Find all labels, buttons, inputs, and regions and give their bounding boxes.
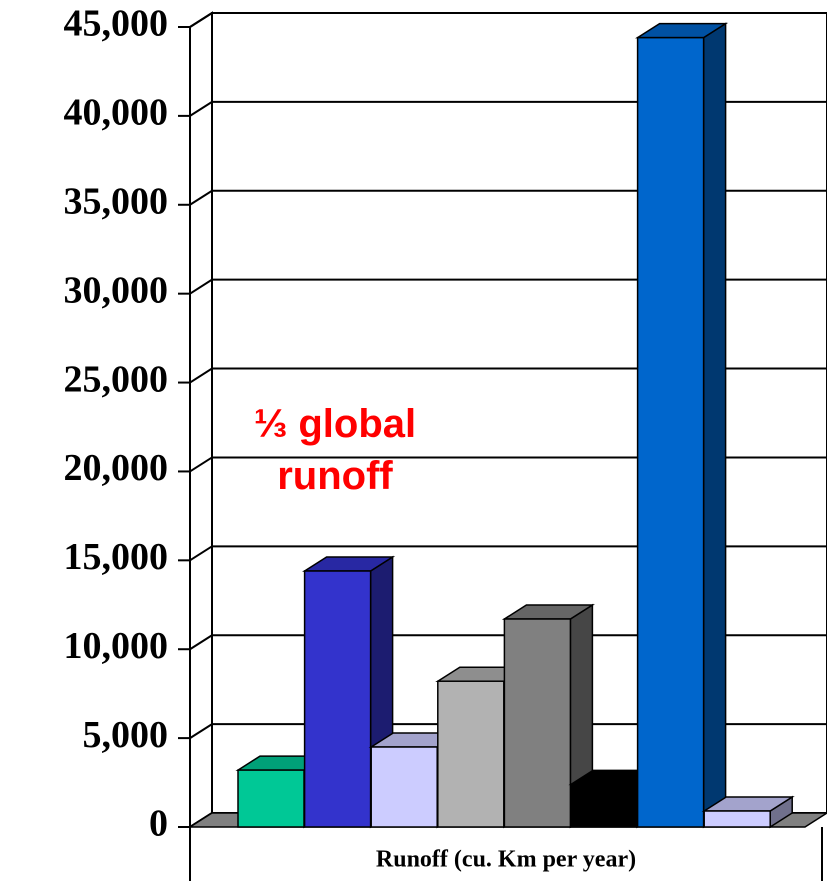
grid-line [189,100,827,117]
grid-line [189,189,827,206]
y-tick-label: 25,000 [64,358,169,400]
y-tick-label: 10,000 [64,625,169,667]
bar-top-shade [704,797,793,811]
bar [570,783,638,828]
y-tick-label: 30,000 [64,269,169,311]
y-tick-label: 15,000 [64,536,169,578]
y-tick-label: 35,000 [64,180,169,222]
bar [703,810,771,828]
bar [636,36,705,828]
y-tick-label: 5,000 [83,714,169,756]
bar-top-shade [637,23,726,38]
y-tick-label: 40,000 [64,92,169,134]
grid-line [189,367,827,384]
bar-top-shade [504,605,593,619]
bar [370,746,438,828]
bar-side-shade [703,23,726,827]
bar-side-shade [570,605,593,827]
x-axis-label: Runoff (cu. Km per year) [376,847,636,873]
grid-line [189,545,827,562]
y-tick-label: 0 [149,803,168,845]
annotation: ⅓ global runoff [253,402,417,498]
grid-line [189,634,827,651]
bar-side-shade [770,797,793,827]
bar [303,570,372,828]
bar-top-shade [304,557,393,571]
grid-line [189,723,827,739]
bar [437,680,505,828]
y-tick-label: 20,000 [64,447,169,489]
grid-line [189,278,827,295]
y-tick-label: 45,000 [64,3,169,45]
grid-line [189,456,827,473]
grid-line [189,12,827,28]
bar [237,769,305,828]
bar [503,618,572,828]
